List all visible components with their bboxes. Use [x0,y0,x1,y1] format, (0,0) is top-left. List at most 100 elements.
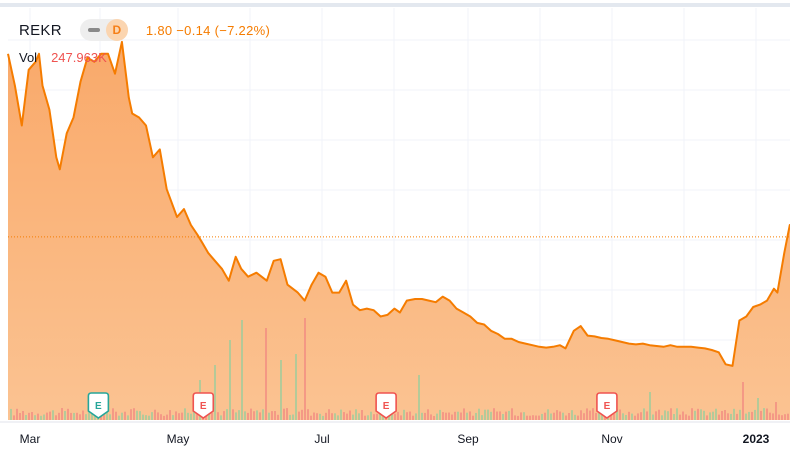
volume-bar [484,409,486,420]
volume-bar [367,415,369,420]
volume-bar [13,415,15,420]
volume-bar [145,415,147,420]
volume-bar [727,413,729,420]
volume-bar [403,409,405,420]
price-area-layer [8,41,790,420]
volume-bar [631,413,633,420]
volume-bar [481,415,483,420]
volume-bar [472,415,474,420]
volume-bar [430,414,432,420]
earnings-marker-2[interactable]: E [375,392,397,419]
volume-bar [574,414,576,420]
volume-bar [328,409,330,420]
volume-bar [538,415,540,420]
volume-bar [553,412,555,420]
volume-bar [337,415,339,420]
earnings-label: E [200,401,207,412]
volume-bar [109,414,111,420]
volume-bar [118,415,120,420]
volume-bar [40,415,42,420]
volume-bar [55,415,57,420]
volume-bar [451,414,453,420]
volume-bar [19,413,21,420]
volume-bar [169,410,171,420]
volume-bar [253,411,255,420]
volume-bar [433,416,435,420]
volume-bar [46,412,48,420]
earnings-marker-3[interactable]: E [596,392,618,419]
volume-bar [106,410,108,420]
volume-bar [214,365,216,420]
volume-bar [34,415,36,420]
volume-bar [559,411,561,420]
volume-bar [394,413,396,420]
volume-bar [496,411,498,420]
volume-bar [616,409,618,420]
volume-bar [664,410,666,420]
interval-badge[interactable]: D [105,19,128,41]
volume-bar [757,398,759,420]
visibility-toggle[interactable]: D [79,19,128,41]
volume-bar [730,413,732,420]
volume-bar [502,414,504,420]
volume-bar [49,411,51,420]
volume-bar [715,408,717,420]
volume-bar [661,415,663,420]
volume-bar [58,412,60,420]
volume-bar [418,375,420,420]
volume-bar [223,411,225,420]
volume-bar [676,408,678,420]
volume-bar [643,408,645,420]
volume-bar [361,410,363,420]
volume-bar [172,415,174,420]
volume-bar [439,409,441,420]
volume-bar [706,415,708,420]
x-axis: Mar May Jul Sep Nov 2023 [20,432,770,446]
volume-bar [478,408,480,420]
volume-bar [466,412,468,420]
volume-bar [322,415,324,420]
volume-bar [436,413,438,420]
volume-bar [115,411,117,420]
volume-bar [511,408,513,420]
volume-bar [112,408,114,420]
symbol-label[interactable]: REKR [19,21,62,39]
volume-value: 247.963K [51,50,107,65]
volume-bar [43,414,45,420]
volume-bar [154,409,156,420]
volume-bar [397,411,399,420]
volume-bar [556,410,558,420]
volume-bar [295,354,297,420]
volume-bar [10,408,12,420]
volume-bar [64,411,66,420]
volume-bar [235,412,237,420]
minus-icon [87,28,100,32]
volume-bar [343,412,345,420]
volume-bar [79,414,81,420]
volume-bar [748,411,750,420]
volume-bar [550,413,552,420]
volume-bar [544,412,546,420]
volume-bar [613,414,615,420]
volume-bar [724,410,726,420]
volume-bar [733,408,735,420]
volume-bar [712,411,714,420]
volume-bar [541,413,543,420]
volume-bar [292,414,294,420]
volume-bar [340,409,342,420]
volume-bar [754,409,756,420]
chart-top-border [0,3,790,7]
earnings-badge-shape [596,392,618,419]
volume-bar [400,415,402,420]
legend-row-volume: Vol 247.963K [19,50,107,65]
volume-bar [421,412,423,420]
volume-bar [649,392,651,420]
volume-bar [163,415,165,420]
volume-bar [283,408,285,420]
volume-bar [37,413,39,420]
earnings-marker-1[interactable]: E [192,392,215,419]
volume-bar [238,410,240,420]
earnings-marker-0[interactable]: E [87,392,110,419]
